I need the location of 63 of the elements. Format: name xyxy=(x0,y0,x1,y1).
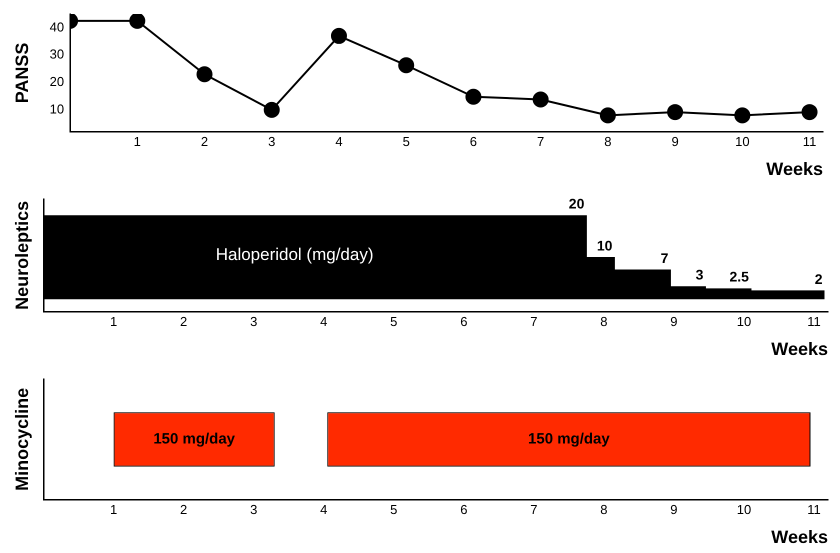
y-tick-label: 20 xyxy=(50,74,64,90)
x-tick-label: 4 xyxy=(320,314,328,330)
x-tick-label: 1 xyxy=(134,134,141,150)
y-axis-title: Neuroleptics xyxy=(12,200,32,310)
point xyxy=(532,91,549,108)
x-tick-label: 5 xyxy=(402,134,410,150)
annotation: Haloperidol (mg/day) xyxy=(216,245,374,264)
data-label: 20 xyxy=(568,196,585,212)
x-tick-label: 1 xyxy=(110,314,118,330)
x-tick-label: 7 xyxy=(530,314,538,330)
x-axis-title: Weeks xyxy=(771,527,828,548)
x-tick-label: 7 xyxy=(530,502,538,518)
x-tick-label: 2 xyxy=(180,502,188,518)
x-tick-label: 11 xyxy=(807,502,821,518)
x-tick-label: 2 xyxy=(200,134,208,150)
data-label: 3 xyxy=(696,266,704,283)
x-tick-label: 3 xyxy=(250,314,258,330)
y-tick-label: 10 xyxy=(50,101,64,116)
point xyxy=(196,66,213,82)
x-tick-label: 5 xyxy=(390,502,398,518)
x-tick-label: 6 xyxy=(460,502,468,518)
point xyxy=(465,88,482,105)
y-axis-title: PANSS xyxy=(12,42,32,104)
x-tick-label: 11 xyxy=(807,314,821,330)
x-tick-label: 3 xyxy=(250,502,258,518)
point xyxy=(330,28,347,44)
point xyxy=(398,57,414,74)
x-tick-label: 3 xyxy=(268,134,276,150)
x-tick-label: 1 xyxy=(110,502,118,518)
x-tick-label: 6 xyxy=(460,314,468,330)
x-tick-label: 9 xyxy=(671,134,679,150)
x-tick-label: 11 xyxy=(802,134,816,150)
data-label: 2 xyxy=(814,270,823,287)
annotation: 150 mg/day xyxy=(153,430,236,448)
x-axis-title: Weeks xyxy=(766,159,823,180)
x-tick-label: 4 xyxy=(320,502,328,518)
data-label: 10 xyxy=(596,237,613,254)
point xyxy=(667,104,684,120)
x-tick-label: 10 xyxy=(736,314,752,330)
x-tick-label: 5 xyxy=(390,314,398,330)
x-tick-label: 8 xyxy=(600,314,608,330)
x-tick-label: 10 xyxy=(736,502,752,518)
x-tick-label: 9 xyxy=(670,314,678,330)
x-tick-label: 4 xyxy=(335,134,343,150)
x-axis-title: Weeks xyxy=(771,339,828,360)
y-tick-label: 30 xyxy=(50,46,64,62)
point xyxy=(734,107,750,124)
y-axis-title: Minocycline xyxy=(12,388,32,491)
x-tick-label: 9 xyxy=(670,502,678,518)
x-tick-label: 8 xyxy=(604,134,612,150)
point xyxy=(264,102,280,118)
x-tick-label: 10 xyxy=(735,134,750,150)
x-tick-label: 6 xyxy=(470,134,478,150)
x-tick-label: 8 xyxy=(600,502,608,518)
x-tick-label: 7 xyxy=(537,134,544,150)
point xyxy=(600,107,616,124)
x-tick-label: 2 xyxy=(180,314,188,330)
point xyxy=(129,14,146,29)
y-tick-label: 40 xyxy=(50,19,64,34)
point xyxy=(802,104,818,120)
data-label: 2.5 xyxy=(729,268,750,285)
annotation: 150 mg/day xyxy=(528,430,610,448)
data-label: 7 xyxy=(660,250,669,266)
